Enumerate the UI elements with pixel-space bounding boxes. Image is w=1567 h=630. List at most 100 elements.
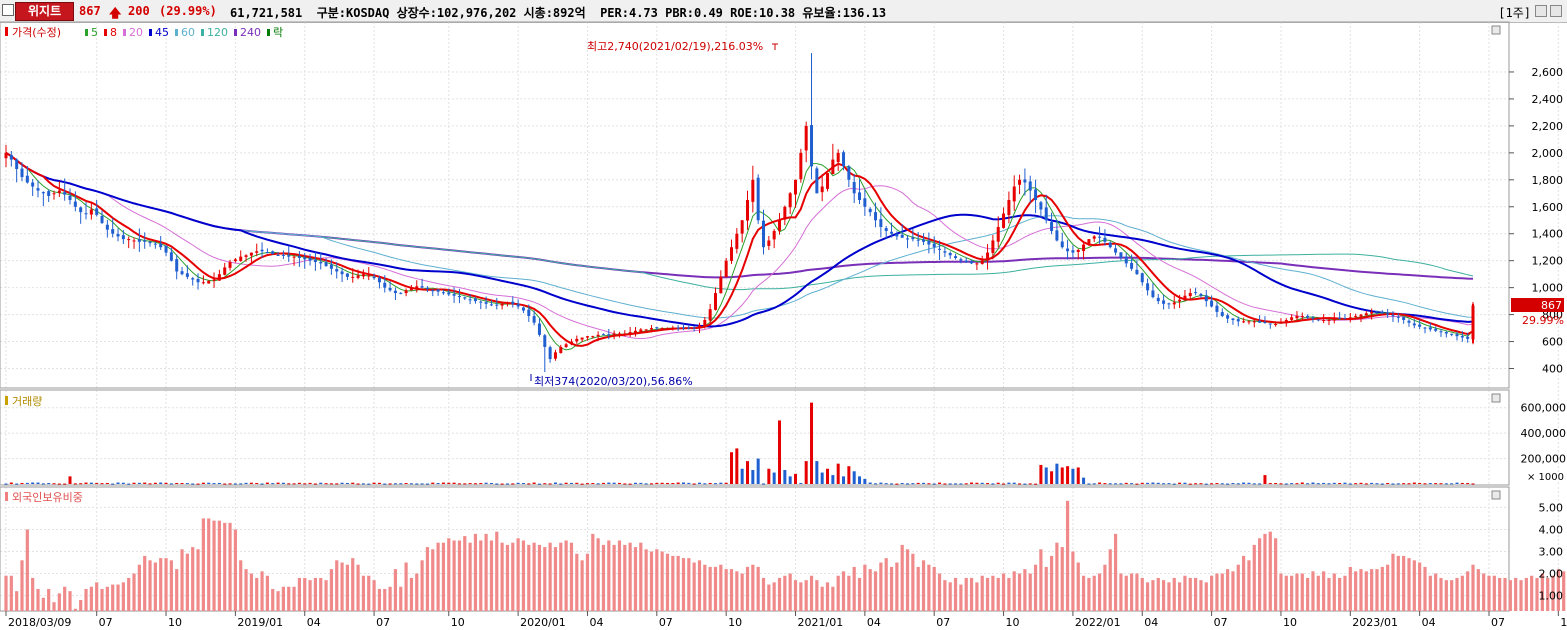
foreign-bar (1129, 573, 1134, 611)
volume-bar (137, 482, 141, 484)
scroll-right-button[interactable] (1550, 5, 1562, 17)
price-y-tick-label: 600 (1542, 336, 1563, 349)
volume-bar (1268, 483, 1272, 485)
volume-bar (1386, 483, 1390, 485)
foreign-bar (1220, 573, 1224, 611)
candle-body (948, 253, 952, 256)
foreign-bar (9, 575, 13, 611)
x-tick-label: 10 (1560, 616, 1567, 629)
candle-body (1391, 315, 1395, 317)
candle-body (201, 282, 205, 284)
legend-item-60: 60 (181, 26, 195, 39)
volume-bar (858, 476, 862, 484)
foreign-bar (132, 573, 136, 611)
volume-bar (79, 483, 83, 485)
candle-body (367, 275, 371, 277)
volume-panel-minimize-button[interactable] (1491, 393, 1501, 403)
candle-body (815, 168, 819, 194)
scroll-left-button[interactable] (1535, 5, 1547, 17)
volume-bar (1066, 466, 1070, 484)
candle-body (1434, 328, 1438, 331)
x-tick-label: 07 (659, 616, 673, 629)
volume-bar (868, 482, 872, 484)
candle-body (1247, 321, 1251, 323)
volume-bar (271, 483, 275, 485)
foreign-bar (905, 549, 910, 611)
select-checkbox[interactable] (2, 4, 14, 16)
candle-body (1268, 323, 1272, 325)
volume-bar (201, 482, 205, 484)
foreign-bar (1503, 577, 1507, 611)
foreign-bar (1023, 569, 1027, 611)
candle-body (1375, 310, 1379, 312)
foreign-bar (217, 520, 221, 611)
price-panel-minimize-button[interactable] (1491, 25, 1501, 35)
foreign-bar (484, 533, 488, 611)
candle-body (735, 233, 739, 249)
volume-bar (351, 482, 355, 484)
foreign-y-tick-label: 3.00 (1539, 546, 1564, 559)
volume-bar (1135, 483, 1139, 485)
candle-body (47, 191, 51, 196)
volume-bar (639, 482, 643, 484)
ma-line-8 (5, 151, 1474, 347)
price-y-tick-label: 1,800 (1532, 174, 1564, 187)
candle-body (1151, 290, 1155, 298)
foreign-bar (841, 571, 846, 611)
x-tick-label: 10 (1006, 616, 1020, 629)
foreign-y-tick-label: 2.00 (1539, 568, 1564, 581)
volume-bar (628, 483, 632, 485)
foreign-bar (4, 575, 8, 611)
volume-bar (1076, 467, 1080, 484)
volume-bar (537, 483, 541, 485)
foreign-bar (639, 542, 643, 611)
candle-body (473, 298, 477, 302)
candle-body (975, 263, 979, 265)
volume-bar (927, 483, 931, 485)
foreign-bar (153, 562, 157, 611)
period-selector[interactable]: [1주] (1498, 6, 1531, 20)
volume-bar (644, 483, 648, 485)
candle-body (164, 245, 168, 253)
volume-bar (1418, 482, 1422, 484)
volume-bar (1098, 482, 1102, 484)
volume-bar (1295, 483, 1299, 485)
volume-bar (297, 482, 301, 484)
foreign-bar (1519, 580, 1523, 611)
volume-bar (473, 483, 477, 485)
foreign-bar (116, 584, 120, 611)
foreign-bar (708, 566, 712, 611)
volume-bar (335, 483, 339, 485)
volume-bar (303, 483, 307, 485)
foreign-bar (724, 569, 728, 611)
candle-body (1204, 295, 1208, 302)
foreign-bar (1300, 573, 1304, 611)
volume-legend: 거래량 (5, 395, 42, 408)
volume-bar (409, 483, 413, 485)
stock-name[interactable]: 위지트 (15, 2, 75, 21)
foreign-bar (489, 540, 494, 611)
foreign-panel-minimize-button[interactable] (1491, 490, 1501, 500)
foreign-bar (1194, 577, 1198, 611)
foreign-bar (1359, 569, 1363, 611)
foreign-bar (655, 549, 659, 611)
foreign-bar (41, 597, 45, 611)
foreign-bar (836, 575, 840, 611)
foreign-bar (820, 586, 824, 611)
candle-body (778, 220, 782, 231)
foreign-bar (767, 584, 771, 611)
foreign-bar (441, 542, 446, 611)
foreign-bar (79, 599, 83, 611)
candle-body (959, 259, 963, 261)
candle-body (537, 323, 541, 335)
foreign-bar (20, 560, 24, 611)
volume-bar (500, 483, 504, 485)
foreign-bar (1263, 533, 1267, 611)
candle-body (436, 289, 440, 292)
volume-bar (1140, 482, 1144, 484)
candle-body (922, 239, 926, 242)
candle-body (1002, 213, 1006, 228)
candle-body (569, 341, 573, 345)
foreign-bar (63, 586, 67, 611)
foreign-bar (233, 529, 237, 611)
